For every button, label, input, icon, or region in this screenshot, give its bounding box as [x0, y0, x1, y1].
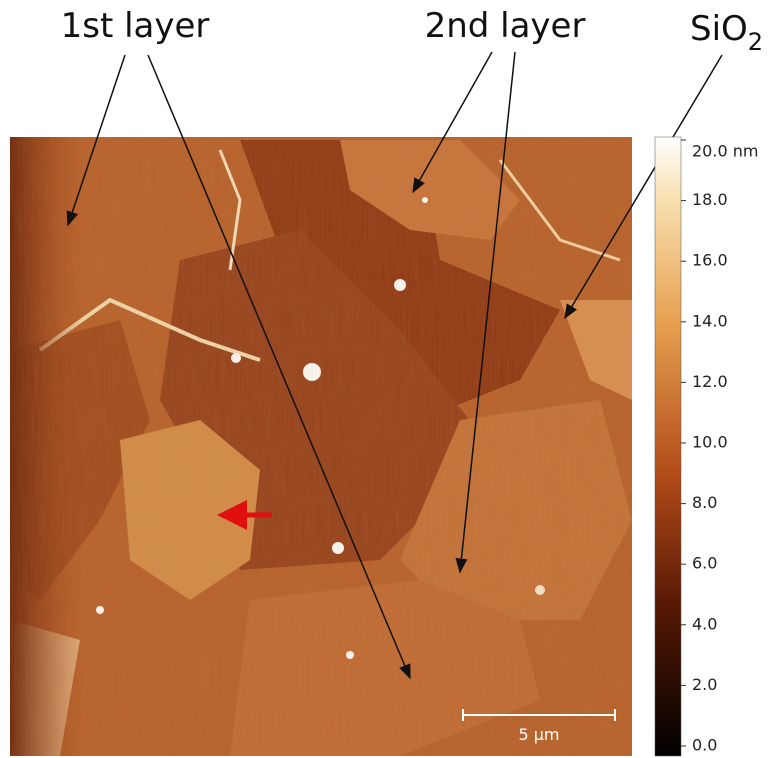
tick-label: 14.0 [692, 311, 728, 330]
tick-label: 18.0 [692, 190, 728, 209]
figure: 1st layer 2nd layer SiO2 5 μm 0.0 2.0 4.0 6… [0, 0, 774, 758]
tick-label: 20.0 nm [692, 142, 758, 161]
tick-label: 2.0 [692, 675, 717, 694]
tick-label: 8.0 [692, 493, 717, 512]
tick-label: 16.0 [692, 251, 728, 270]
tick-label: 12.0 [692, 372, 728, 391]
colorbar [655, 137, 681, 756]
colorbar-ticks: 0.0 2.0 4.0 6.0 8.0 10.0 12.0 14.0 16.0 18.0 20.0 … [681, 140, 758, 755]
scale-label: 5 μm [518, 725, 559, 744]
label-sio2: SiO2 [690, 9, 763, 56]
afm-image [10, 137, 632, 756]
label-second-layer: 2nd layer [425, 6, 586, 46]
tick-label: 4.0 [692, 614, 717, 633]
tick-label: 0.0 [692, 736, 717, 755]
tick-label: 10.0 [692, 433, 728, 452]
sio2-text: SiO [690, 9, 748, 49]
sio2-subscript: 2 [748, 28, 763, 56]
tick-label: 6.0 [692, 554, 717, 573]
label-first-layer: 1st layer [61, 6, 210, 46]
